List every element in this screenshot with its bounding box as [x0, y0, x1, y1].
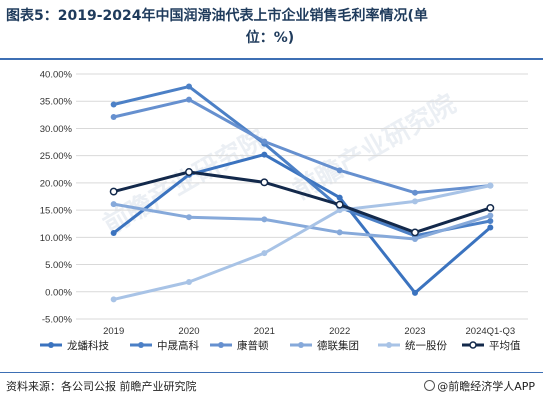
data-point	[336, 229, 343, 236]
legend-swatch-marker	[469, 341, 477, 349]
source-note: 资料来源：各公司公报 前瞻产业研究院	[6, 380, 197, 393]
series-4	[110, 182, 494, 303]
data-point	[261, 151, 268, 158]
data-point	[335, 200, 344, 209]
data-point	[411, 228, 419, 237]
title-divider	[0, 58, 543, 60]
y-axis-ticks: -5.00% 0.00% 5.00% 10.00% 15.00% 20.00% 25.00%…	[40, 70, 73, 326]
data-point	[110, 114, 117, 121]
data-point	[186, 96, 192, 103]
series-2	[110, 96, 494, 196]
data-point	[260, 178, 269, 187]
chart-series	[109, 83, 495, 303]
series-line	[112, 98, 492, 195]
data-point	[336, 207, 343, 214]
y-tick-label: -5.00%	[42, 315, 73, 326]
legend-item: 平均值	[462, 339, 521, 352]
legend-item: 龙蟠科技	[40, 339, 109, 352]
data-point	[186, 278, 192, 285]
series-3	[110, 201, 494, 242]
legend-label: 龙蟠科技	[67, 339, 109, 352]
data-point	[110, 101, 117, 108]
legend-label: 平均值	[489, 339, 521, 352]
chart-title: 图表5：2019-2024年中国润滑油代表上市企业销售毛利率情况(单 位：%)	[6, 5, 534, 49]
legend-item: 康普顿	[210, 339, 269, 352]
y-tick-label: 25.00%	[40, 151, 73, 162]
series-line	[112, 202, 492, 241]
data-point	[261, 138, 268, 145]
legend-item: 德联集团	[290, 339, 359, 352]
data-point	[412, 235, 418, 242]
data-point	[185, 168, 193, 176]
x-tick-label: 2021	[254, 326, 275, 337]
data-point	[186, 83, 192, 90]
legend-item: 统一股份	[378, 339, 447, 352]
data-point	[110, 201, 117, 208]
brand-text: @前瞻经济学人APP	[437, 380, 535, 393]
series-line	[112, 184, 492, 301]
data-point	[487, 224, 494, 231]
y-tick-label: 30.00%	[40, 124, 73, 135]
y-tick-label: 35.00%	[40, 97, 73, 108]
data-point	[336, 167, 343, 174]
data-point	[109, 187, 118, 196]
y-tick-label: 5.00%	[45, 260, 72, 271]
data-point	[487, 182, 494, 189]
legend-swatch-marker	[218, 342, 224, 348]
legend-item: 中晟高科	[130, 339, 199, 352]
data-point	[412, 189, 418, 196]
y-tick-label: 10.00%	[40, 233, 73, 244]
data-point	[261, 250, 268, 257]
x-axis-ticks: 2019 2020 2021 2022 2023 2024Q1-Q3	[103, 326, 515, 337]
legend-swatch-marker	[48, 342, 54, 348]
chart-title-line1: 图表5：2019-2024年中国润滑油代表上市企业销售毛利率情况(单	[6, 8, 428, 24]
y-tick-label: 15.00%	[40, 206, 73, 217]
y-tick-label: 40.00%	[40, 70, 73, 81]
data-point	[110, 296, 117, 303]
data-point	[261, 216, 268, 223]
footer-divider	[0, 372, 543, 373]
data-point	[412, 198, 418, 205]
x-tick-label: 2022	[329, 326, 350, 337]
data-point	[412, 289, 418, 296]
data-point	[186, 214, 192, 221]
legend-label: 中晟高科	[157, 339, 199, 352]
legend-label: 统一股份	[405, 339, 447, 352]
series-5	[109, 168, 495, 237]
legend-label: 康普顿	[237, 339, 269, 352]
legend-swatch-marker	[298, 342, 304, 348]
series-line	[112, 170, 492, 234]
line-chart: 前瞻产业研究院 前瞻产业研究院 -5.00%0.00%5.00%10.00%15.…	[40, 70, 528, 352]
x-tick-label: 2019	[103, 326, 124, 337]
series-line	[112, 85, 492, 238]
brand-logo-icon	[424, 380, 436, 391]
chart-title-line2: 位：%)	[245, 30, 295, 46]
watermark-text: 前瞻产业研究院	[288, 88, 461, 206]
data-point	[487, 218, 494, 224]
legend-swatch-marker	[138, 342, 144, 348]
y-tick-label: 20.00%	[40, 178, 73, 189]
chart-legend: 龙蟠科技 中晟高科 康普顿 德联集团 统一股份 平均值	[40, 339, 521, 352]
data-point	[487, 212, 494, 219]
legend-swatch-marker	[386, 342, 392, 348]
y-tick-label: 0.00%	[45, 287, 72, 298]
legend-label: 德联集团	[317, 339, 359, 352]
data-point	[486, 203, 495, 212]
data-point	[110, 229, 117, 236]
data-point	[336, 194, 343, 201]
brand-label: @前瞻经济学人APP	[424, 378, 535, 394]
x-tick-label: 2023	[404, 326, 425, 337]
x-tick-label: 2024Q1-Q3	[466, 326, 516, 337]
x-tick-label: 2020	[178, 326, 199, 337]
